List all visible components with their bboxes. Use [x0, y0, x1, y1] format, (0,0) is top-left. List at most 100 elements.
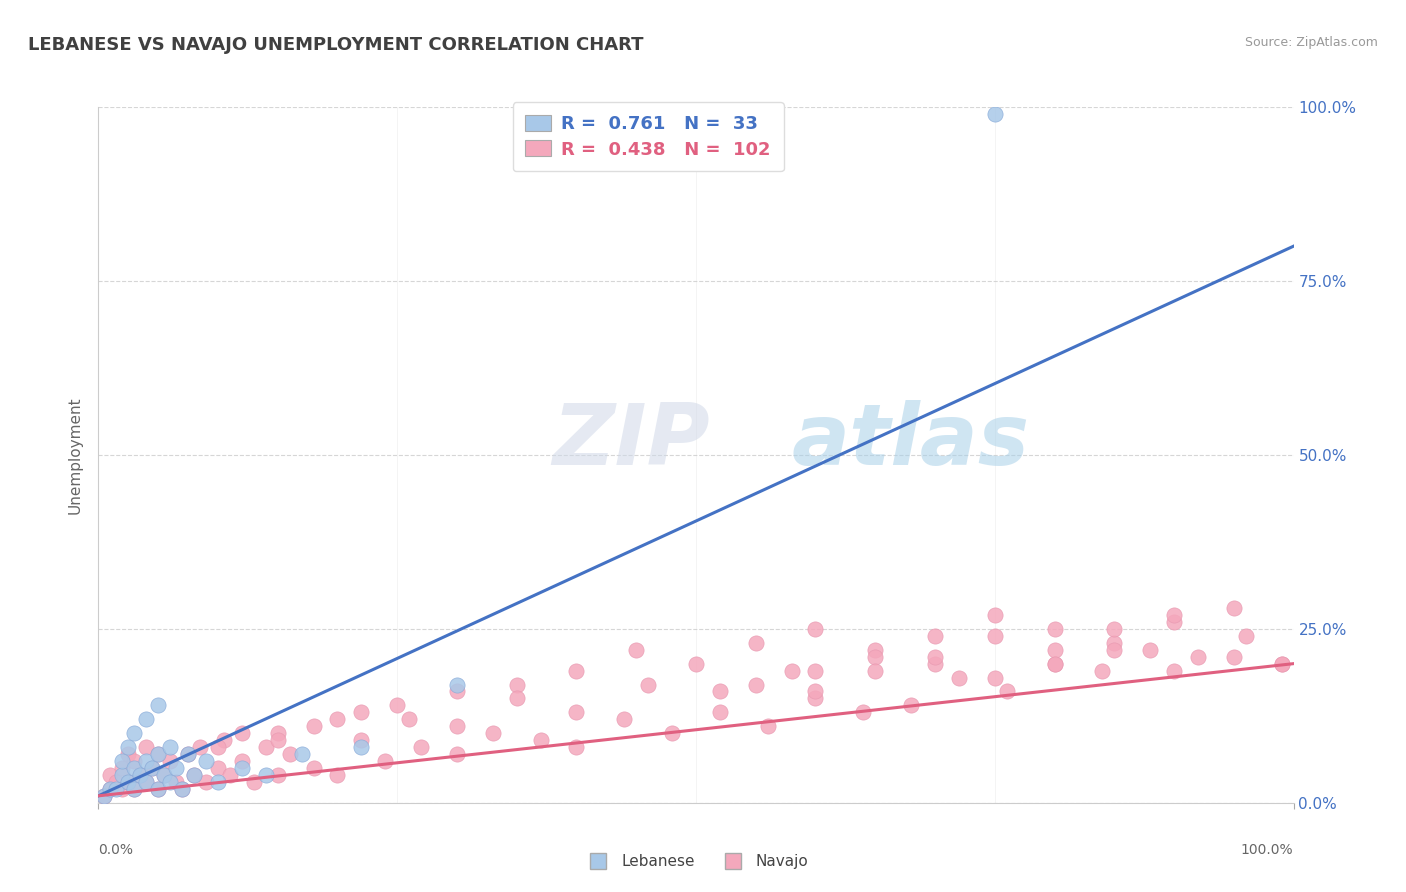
Point	[141, 761, 163, 775]
Point	[1222, 649, 1246, 664]
Point	[148, 698, 170, 713]
Point	[350, 740, 373, 755]
Point	[1163, 664, 1185, 678]
Point	[153, 768, 176, 782]
Point	[756, 719, 779, 733]
Point	[159, 754, 181, 768]
Point	[177, 747, 200, 761]
Point	[135, 775, 157, 789]
Text: LEBANESE VS NAVAJO UNEMPLOYMENT CORRELATION CHART: LEBANESE VS NAVAJO UNEMPLOYMENT CORRELAT…	[28, 36, 644, 54]
Point	[124, 754, 146, 768]
Point	[188, 740, 211, 755]
Point	[302, 761, 325, 775]
Point	[148, 747, 170, 761]
Point	[183, 768, 205, 782]
Point	[98, 781, 122, 796]
Point	[93, 789, 115, 803]
Point	[124, 781, 146, 796]
Point	[863, 664, 887, 678]
Point	[1234, 629, 1257, 643]
Point	[984, 671, 1007, 685]
Point	[780, 664, 803, 678]
Point	[446, 684, 468, 698]
Point	[231, 761, 253, 775]
Point	[117, 775, 139, 789]
Point	[565, 740, 588, 755]
Point	[165, 761, 187, 775]
Point	[685, 657, 707, 671]
Point	[1187, 649, 1209, 664]
Point	[254, 768, 277, 782]
Point	[1102, 636, 1125, 650]
Point	[117, 775, 139, 789]
Point	[350, 733, 373, 747]
Point	[1222, 601, 1246, 615]
Point	[1043, 622, 1066, 636]
Point	[398, 712, 420, 726]
Point	[506, 691, 529, 706]
Point	[135, 775, 157, 789]
Point	[93, 789, 115, 803]
Point	[745, 677, 768, 691]
Point	[194, 775, 218, 789]
Point	[207, 775, 229, 789]
Point	[111, 761, 134, 775]
Point	[481, 726, 505, 740]
Text: Source: ZipAtlas.com: Source: ZipAtlas.com	[1244, 36, 1378, 49]
Point	[852, 706, 875, 720]
Point	[924, 629, 946, 643]
Point	[159, 740, 181, 755]
Point	[124, 761, 146, 775]
Point	[745, 636, 768, 650]
Text: 0.0%: 0.0%	[98, 843, 134, 857]
Text: ZIP: ZIP	[553, 400, 710, 483]
Point	[105, 775, 128, 789]
Point	[148, 747, 170, 761]
Point	[105, 781, 128, 796]
Point	[411, 740, 433, 755]
Point	[183, 768, 205, 782]
Point	[924, 657, 946, 671]
Point	[219, 768, 242, 782]
Point	[117, 740, 139, 755]
Point	[291, 747, 314, 761]
Point	[804, 664, 827, 678]
Point	[153, 768, 176, 782]
Point	[165, 775, 187, 789]
Point	[984, 629, 1007, 643]
Point	[135, 712, 157, 726]
Point	[302, 719, 325, 733]
Point	[804, 691, 827, 706]
Point	[231, 754, 253, 768]
Point	[278, 747, 301, 761]
Point	[374, 754, 396, 768]
Point	[863, 649, 887, 664]
Point	[172, 781, 194, 796]
Point	[350, 706, 373, 720]
Text: atlas: atlas	[792, 400, 1029, 483]
Point	[637, 677, 659, 691]
Point	[385, 698, 409, 713]
Point	[661, 726, 683, 740]
Point	[709, 684, 731, 698]
Point	[924, 649, 946, 664]
Point	[1102, 622, 1125, 636]
Point	[98, 768, 122, 782]
Point	[135, 740, 157, 755]
Point	[863, 642, 887, 657]
Legend: Lebanese, Navajo: Lebanese, Navajo	[576, 848, 815, 875]
Point	[1043, 642, 1066, 657]
Point	[98, 781, 122, 796]
Point	[1043, 657, 1066, 671]
Point	[446, 747, 468, 761]
Point	[111, 754, 134, 768]
Point	[267, 768, 290, 782]
Point	[194, 754, 218, 768]
Point	[148, 781, 170, 796]
Point	[1163, 607, 1185, 622]
Point	[172, 781, 194, 796]
Point	[984, 607, 1007, 622]
Point	[626, 642, 648, 657]
Point	[254, 740, 277, 755]
Point	[117, 747, 139, 761]
